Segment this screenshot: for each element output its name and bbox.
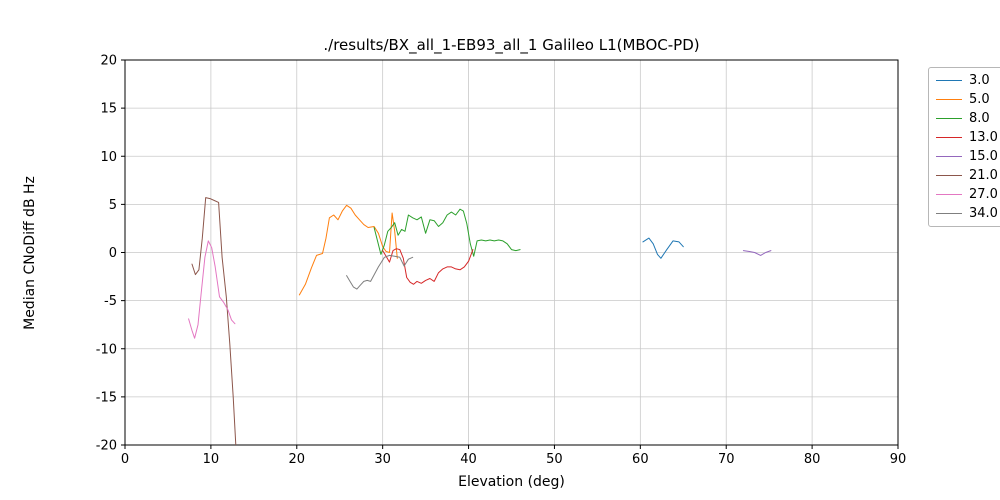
y-axis-label: Median CNoDiff dB Hz	[22, 176, 38, 330]
x-tick-label: 30	[374, 452, 391, 467]
legend-item-27.0: 27.0	[936, 187, 998, 202]
series-line-21.0	[191, 197, 237, 445]
y-tick-label: -5	[104, 294, 117, 309]
series-line-3.0	[642, 237, 684, 259]
x-tick-label: 20	[289, 452, 306, 467]
legend-item-3.0: 3.0	[936, 73, 998, 88]
legend-label-27.0: 27.0	[969, 187, 998, 202]
grid-lines	[124, 59, 899, 446]
legend-item-21.0: 21.0	[936, 168, 998, 183]
series-line-8.0	[373, 208, 521, 257]
x-tick-label: 50	[546, 452, 563, 467]
legend-swatch-27.0	[936, 194, 962, 195]
series-line-13.0	[382, 248, 474, 285]
legend-swatch-13.0	[936, 137, 962, 138]
x-tick-label: 90	[890, 452, 907, 467]
legend-item-15.0: 15.0	[936, 149, 998, 164]
tick-marks	[121, 59, 899, 449]
legend-item-13.0: 13.0	[936, 130, 998, 145]
y-tick-label: 15	[100, 102, 117, 117]
series-line-15.0	[742, 250, 772, 256]
legend-label-34.0: 34.0	[969, 206, 998, 221]
tick-labels: 0 10 20 30 40 50 60 70 80 90 -20 -15 -10 -5 0 5 10 15 20	[96, 54, 907, 468]
x-tick-label: 40	[460, 452, 477, 467]
legend-item-5.0: 5.0	[936, 92, 998, 107]
legend-label-8.0: 8.0	[969, 111, 990, 126]
y-tick-label: 20	[100, 54, 117, 69]
legend-item-8.0: 8.0	[936, 111, 998, 126]
series-line-27.0	[188, 240, 236, 339]
legend-label-3.0: 3.0	[969, 73, 990, 88]
x-tick-label: 70	[718, 452, 735, 467]
x-tick-label: 80	[804, 452, 821, 467]
x-tick-label: 60	[632, 452, 649, 467]
y-tick-label: -20	[96, 439, 117, 454]
x-axis-label: Elevation (deg)	[458, 474, 565, 490]
series-line-34.0	[346, 254, 414, 290]
legend-swatch-3.0	[936, 80, 962, 81]
legend-swatch-34.0	[936, 213, 962, 214]
legend-swatch-21.0	[936, 175, 962, 176]
y-tick-label: -10	[96, 342, 117, 357]
y-tick-label: 10	[100, 150, 117, 165]
legend-label-5.0: 5.0	[969, 92, 990, 107]
legend-swatch-15.0	[936, 156, 962, 157]
legend-swatch-5.0	[936, 99, 962, 100]
chart-title: ./results/BX_all_1-EB93_all_1 Galileo L1…	[323, 36, 700, 54]
y-tick-label: 5	[109, 198, 117, 213]
legend-item-34.0: 34.0	[936, 206, 998, 221]
legend-label-21.0: 21.0	[969, 168, 998, 183]
series-line-5.0	[298, 204, 398, 296]
x-tick-label: 10	[203, 452, 220, 467]
y-tick-label: 0	[109, 246, 117, 261]
y-tick-label: -15	[96, 390, 117, 405]
series-group	[188, 197, 772, 445]
x-tick-label: 0	[121, 452, 129, 467]
legend: 3.0 5.0 8.0 13.0 15.0 21.0 27.0 34.0	[928, 67, 1000, 227]
legend-swatch-8.0	[936, 118, 962, 119]
legend-label-13.0: 13.0	[969, 130, 998, 145]
legend-label-15.0: 15.0	[969, 149, 998, 164]
